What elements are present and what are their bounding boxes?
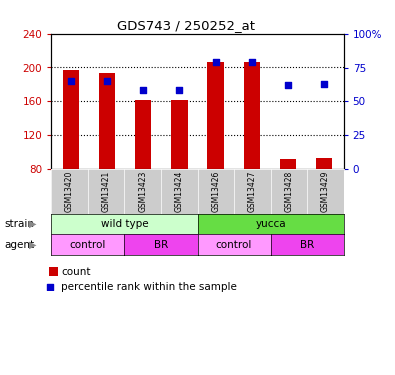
Point: [248, 59, 255, 65]
Text: yucca: yucca: [255, 219, 286, 229]
Point: [213, 59, 219, 65]
Point: [104, 78, 111, 84]
Text: GSM13429: GSM13429: [321, 171, 330, 212]
Bar: [243, 62, 260, 169]
Text: agent: agent: [4, 240, 34, 250]
Bar: [207, 62, 224, 169]
Text: GSM13427: GSM13427: [248, 171, 257, 212]
Point: [321, 81, 327, 87]
Text: GSM13424: GSM13424: [175, 171, 184, 212]
Text: GSM13421: GSM13421: [102, 171, 111, 212]
Bar: [280, 159, 296, 169]
Bar: [316, 158, 332, 169]
Point: [68, 78, 74, 84]
Point: [140, 87, 147, 93]
Text: count: count: [61, 267, 91, 277]
Text: GSM13423: GSM13423: [138, 171, 147, 212]
Text: ▶: ▶: [29, 219, 36, 229]
Text: control: control: [70, 240, 106, 250]
Text: GSM13428: GSM13428: [284, 171, 293, 212]
Bar: [63, 70, 79, 169]
Text: percentile rank within the sample: percentile rank within the sample: [61, 282, 237, 292]
Bar: [99, 73, 115, 169]
Text: GSM13420: GSM13420: [65, 171, 74, 212]
Text: wild type: wild type: [101, 219, 148, 229]
Text: GDS743 / 250252_at: GDS743 / 250252_at: [117, 19, 255, 32]
Text: BR: BR: [154, 240, 168, 250]
Text: GSM13426: GSM13426: [211, 171, 220, 212]
Text: strain: strain: [4, 219, 34, 229]
Bar: [171, 100, 188, 169]
Bar: [135, 100, 152, 169]
Point: [284, 82, 291, 88]
Text: control: control: [216, 240, 252, 250]
Point: [176, 87, 182, 93]
Point: [92, 253, 98, 259]
Text: ▶: ▶: [29, 240, 36, 250]
Text: BR: BR: [300, 240, 314, 250]
